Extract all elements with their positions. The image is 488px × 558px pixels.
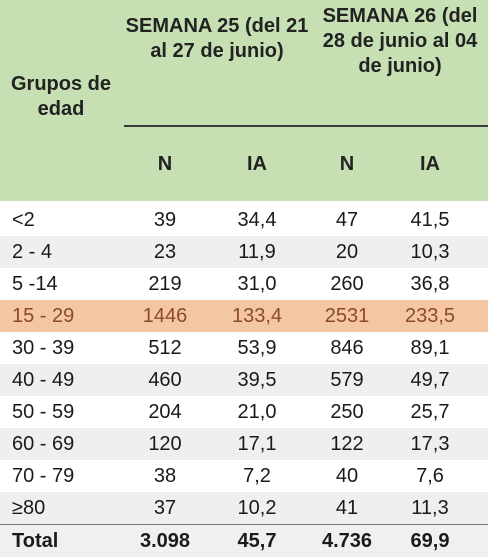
ia25-header: IA: [247, 153, 267, 175]
table-row: ≥80 37 10,2 41 11,3: [0, 492, 488, 524]
ia26-cell: 25,7: [410, 401, 450, 423]
n26-cell: 846: [330, 337, 364, 359]
ia25-cell: 133,4: [231, 305, 283, 327]
table-row: 70 - 79 38 7,2 40 7,6: [0, 460, 488, 492]
ia26-cell: 41,5: [410, 209, 450, 231]
age-group-cell: ≥80: [12, 497, 46, 519]
age-group-cell: 15 - 29: [12, 305, 75, 327]
table-row: 30 - 39 512 53,9 846 89,1: [0, 332, 488, 364]
age-group-cell: <2: [12, 209, 35, 231]
age-group-cell: 30 - 39: [12, 337, 75, 359]
ia26-cell: 17,3: [410, 433, 450, 455]
n25-cell: 204: [148, 401, 182, 423]
n26-cell: 20: [335, 241, 359, 263]
n25-cell: 120: [148, 433, 182, 455]
ia26-cell: 7,6: [416, 465, 444, 487]
week25-header: SEMANA 25 (del 21 al 27 de junio): [125, 15, 309, 62]
n25-header: N: [157, 153, 173, 175]
age-group-cell: 2 - 4: [12, 241, 53, 263]
n26-cell: 250: [330, 401, 364, 423]
ia26-cell: 36,8: [410, 273, 450, 295]
total-ia25: 45,7: [237, 530, 277, 552]
table-row: 50 - 59 204 21,0 250 25,7: [0, 396, 488, 428]
ia25-cell: 31,0: [237, 273, 277, 295]
age-group-cell: 5 -14: [12, 273, 58, 295]
ia25-cell: 17,1: [237, 433, 277, 455]
ia25-cell: 39,5: [237, 369, 277, 391]
n25-cell: 219: [148, 273, 182, 295]
age-group-cell: 50 - 59: [12, 401, 75, 423]
table-row: 15 - 29 1446 133,4 2531 233,5: [0, 300, 488, 332]
table-row: 60 - 69 120 17,1 122 17,3: [0, 428, 488, 460]
week26-header: SEMANA 26 (del 28 de junio al 04 de juni…: [322, 5, 478, 77]
n26-cell: 579: [330, 369, 364, 391]
n25-cell: 460: [148, 369, 182, 391]
ia26-cell: 10,3: [410, 241, 450, 263]
age-group-cell: 40 - 49: [12, 369, 75, 391]
total-separator: [0, 524, 488, 525]
n25-cell: 23: [153, 241, 177, 263]
total-n26: 4.736: [321, 530, 373, 552]
n25-cell: 37: [153, 497, 177, 519]
table-row: 40 - 49 460 39,5 579 49,7: [0, 364, 488, 396]
n26-cell: 40: [335, 465, 359, 487]
n26-cell: 260: [330, 273, 364, 295]
n26-cell: 2531: [324, 305, 370, 327]
n25-cell: 1446: [142, 305, 188, 327]
ia25-cell: 7,2: [243, 465, 271, 487]
ia26-cell: 89,1: [410, 337, 450, 359]
ia25-cell: 10,2: [237, 497, 277, 519]
ia26-cell: 49,7: [410, 369, 450, 391]
n26-cell: 47: [335, 209, 359, 231]
table-row: <2 39 34,4 47 41,5: [0, 204, 488, 236]
n25-cell: 38: [153, 465, 177, 487]
n25-cell: 512: [148, 337, 182, 359]
header-rule: [124, 125, 488, 127]
n26-cell: 41: [335, 497, 359, 519]
n26-header: N: [339, 153, 355, 175]
ia25-cell: 21,0: [237, 401, 277, 423]
group-column-header: Grupos de edad: [10, 73, 111, 120]
age-group-cell: 70 - 79: [12, 465, 75, 487]
age-group-cell: 60 - 69: [12, 433, 75, 455]
ia25-cell: 53,9: [237, 337, 277, 359]
table-row: 2 - 4 23 11,9 20 10,3: [0, 236, 488, 268]
total-n25: 3.098: [139, 530, 191, 552]
ia25-cell: 34,4: [237, 209, 277, 231]
ia26-cell: 11,3: [411, 497, 449, 519]
total-row: Total 3.098 45,7 4.736 69,9: [0, 525, 488, 557]
n25-cell: 39: [153, 209, 177, 231]
ia25-cell: 11,9: [238, 241, 276, 263]
n26-cell: 122: [330, 433, 364, 455]
table-header: Grupos de edad SEMANA 25 (del 21 al 27 d…: [0, 0, 488, 201]
ia26-header: IA: [420, 153, 440, 175]
table-row: 5 -14 219 31,0 260 36,8: [0, 268, 488, 300]
total-label: Total: [12, 530, 59, 552]
total-ia26: 69,9: [410, 530, 450, 552]
ia26-cell: 233,5: [404, 305, 456, 327]
